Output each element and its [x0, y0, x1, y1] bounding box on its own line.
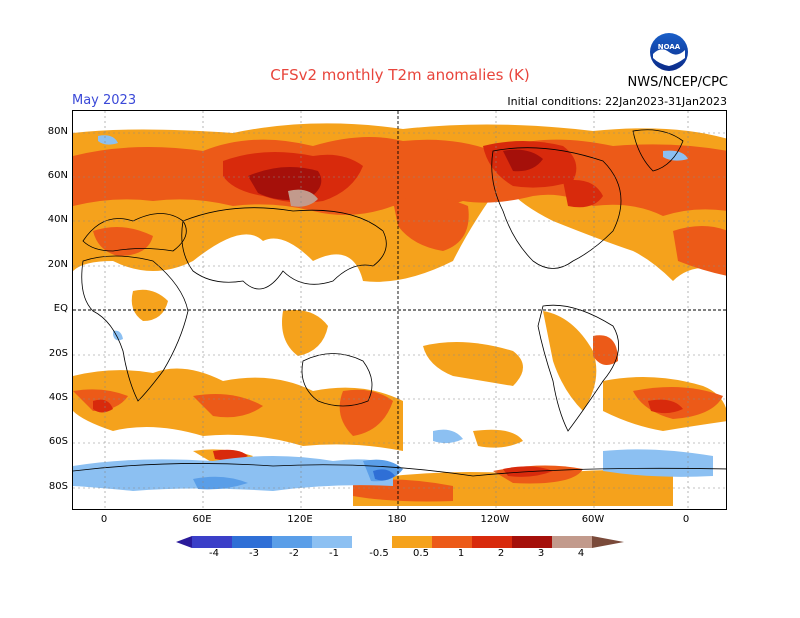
- colorbar-label: -0.5: [369, 548, 389, 559]
- lon-label-120e: 120E: [287, 514, 313, 525]
- colorbar-label: 1: [457, 548, 465, 559]
- grid-lines: [73, 111, 726, 509]
- anomaly-map: [72, 110, 727, 510]
- anomaly-over-4-regions: [288, 189, 318, 207]
- lat-label-80s: 80S: [48, 481, 68, 492]
- colorbar: [176, 536, 624, 548]
- lat-label-60s: 60S: [48, 436, 68, 447]
- agency-label: NWS/NCEP/CPC: [627, 75, 728, 90]
- colorbar-label: 3: [537, 548, 545, 559]
- coastlines: [73, 129, 726, 477]
- colorbar-arrow-left: [176, 536, 192, 548]
- equator-dateline: [73, 111, 726, 509]
- colorbar-label: -3: [249, 548, 259, 559]
- initial-conditions: Initial conditions: 22Jan2023-31Jan2023: [507, 95, 727, 108]
- colorbar-segment: [552, 536, 592, 548]
- colorbar-segment: [352, 536, 392, 548]
- lon-label-0: 0: [100, 514, 108, 525]
- lat-label-20s: 20S: [48, 348, 68, 359]
- colorbar-segment: [432, 536, 472, 548]
- lat-label-20n: 20N: [47, 259, 68, 270]
- colorbar-segment: [312, 536, 352, 548]
- lon-label-0-east: 0: [682, 514, 690, 525]
- colorbar-label: 0.5: [413, 548, 429, 559]
- colorbar-label: -2: [289, 548, 299, 559]
- noaa-logo: NOAA: [650, 33, 688, 71]
- lon-label-180: 180: [387, 514, 407, 525]
- lon-label-120w: 120W: [480, 514, 510, 525]
- colorbar-segment: [472, 536, 512, 548]
- colorbar-segment: [272, 536, 312, 548]
- forecast-month: May 2023: [72, 93, 137, 108]
- lat-label-40s: 40S: [48, 392, 68, 403]
- lat-label-40n: 40N: [47, 214, 68, 225]
- colorbar-label: -1: [329, 548, 339, 559]
- map-title: CFSv2 monthly T2m anomalies (K): [270, 66, 530, 84]
- lat-label-60n: 60N: [47, 170, 68, 181]
- lon-label-60e: 60E: [192, 514, 212, 525]
- lon-label-60w: 60W: [581, 514, 605, 525]
- colorbar-segment: [392, 536, 432, 548]
- colorbar-segment: [232, 536, 272, 548]
- colorbar-label: 4: [577, 548, 585, 559]
- colorbar-label: -4: [209, 548, 219, 559]
- svg-text:NOAA: NOAA: [658, 43, 681, 51]
- lat-label-80n: 80N: [47, 126, 68, 137]
- colorbar-segment: [192, 536, 232, 548]
- anomaly-minus-2-regions: [373, 469, 395, 481]
- lat-label-eq: EQ: [53, 303, 68, 314]
- colorbar-arrow-right: [592, 536, 624, 548]
- colorbar-label: 2: [497, 548, 505, 559]
- colorbar-segment: [512, 536, 552, 548]
- anomaly-field: [73, 111, 726, 509]
